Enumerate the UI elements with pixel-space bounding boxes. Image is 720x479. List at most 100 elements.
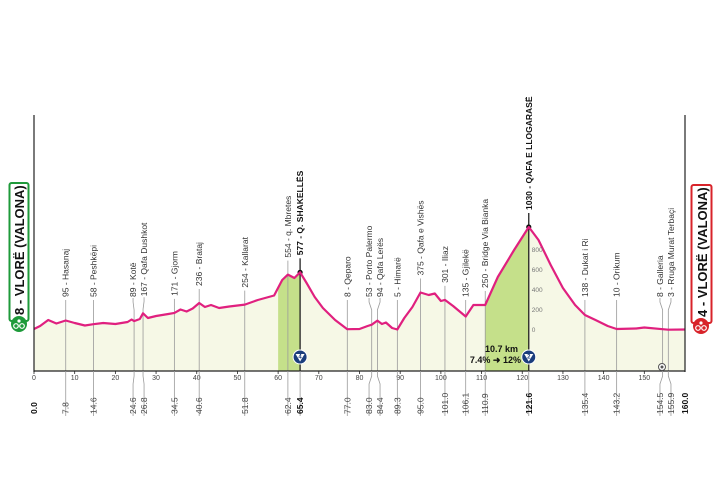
kom-category: 2: [527, 355, 531, 361]
x-tick-label: 20: [111, 375, 119, 382]
km-line: [667, 371, 672, 416]
km-label: 62.4: [283, 397, 293, 414]
location-label: 95 - Hasanaj: [61, 249, 71, 297]
bicycle-icon: [693, 318, 709, 334]
location-label: 3 - Rruga Murat Terbaçi: [666, 208, 676, 297]
km-label: 51.8: [240, 397, 250, 414]
km-label: 24.6: [128, 397, 138, 414]
km-label: 110.9: [480, 393, 490, 414]
location-label: 8 - Galleria: [655, 255, 665, 297]
location-line: [667, 298, 672, 371]
altitude-scale: 0 200 400 600 800: [532, 247, 543, 334]
location-label: 58 - Peshkëpi: [88, 245, 98, 297]
location-label: 8 - Qeparo: [342, 256, 352, 297]
km-label: 7.8: [61, 402, 71, 414]
km-label: 143.2: [612, 392, 622, 414]
km-label: 160.0: [680, 392, 690, 414]
x-tick-label: 90: [396, 375, 404, 382]
location-label: 53 - Porto Palermo: [364, 225, 374, 297]
x-tick-label: 30: [152, 375, 160, 382]
location-label: 89 - Kotë: [128, 262, 138, 297]
x-tick-label: 110: [476, 375, 487, 382]
km-label: 0.0: [29, 402, 39, 414]
altitude-tick-label: 600: [532, 267, 543, 274]
climb-segments: [278, 227, 529, 371]
km-label: 154.5: [655, 392, 665, 414]
x-tick-label: 50: [234, 375, 242, 382]
km-label: 95.0: [416, 397, 426, 414]
km-line: [142, 371, 145, 416]
x-tick-label: 120: [516, 375, 528, 382]
altitude-tick-label: 200: [532, 307, 543, 314]
x-tick-label: 0: [32, 375, 36, 382]
location-label: 301 - Iliaz: [440, 246, 450, 283]
altitude-tick-label: 800: [532, 247, 543, 254]
profile-line: [33, 225, 686, 331]
finish-box: 4 - VLORË (VALONA): [690, 184, 713, 334]
location-label: 138 - Dukat i Ri: [580, 238, 590, 297]
location-label: 577 - Q. SHAKELLËS: [295, 170, 305, 255]
altitude-tick-label: 400: [532, 287, 543, 294]
location-label: 254 - Kallarat: [240, 236, 250, 287]
location-label: 554 - q. Mbretes: [283, 196, 293, 258]
location-label: 1030 - QAFA E LLOGARASË: [524, 96, 534, 210]
km-label: 121.6: [524, 392, 534, 414]
start-box: 8 - VLORË (VALONA): [8, 182, 30, 332]
location-markers: 95 - Hasanaj 58 - Peshkëpi 89 - Kotë 167 - …: [61, 96, 676, 371]
km-label: 40.6: [194, 397, 204, 414]
km-line: [132, 371, 135, 416]
km-label: 155.9: [666, 392, 676, 414]
kom-category: 4: [298, 355, 302, 361]
mountain-icon: [524, 354, 534, 362]
location-line: [142, 297, 145, 371]
sprint-marker-icon: [658, 363, 666, 371]
location-line: [368, 298, 373, 371]
climb-segment: [278, 272, 301, 371]
location-label: 94 - Qafa Lerës: [375, 238, 385, 297]
x-tick-label: 130: [557, 375, 569, 382]
altitude-tick-label: 0: [532, 327, 536, 334]
x-tick-label: 40: [193, 375, 201, 382]
location-label: 167 - Qafa Dushkot: [139, 222, 149, 296]
location-label: 236 - Brataj: [194, 242, 204, 286]
climb-segment: [485, 227, 529, 371]
location-label: 171 - Gjorm: [169, 251, 179, 296]
km-label: 106.1: [461, 392, 471, 414]
location-label: 375 - Qafa e Vishës: [416, 201, 426, 276]
km-label: 14.6: [88, 397, 98, 414]
location-line: [132, 298, 135, 371]
km-label: 135.4: [580, 392, 590, 414]
x-tick-label: 140: [598, 375, 610, 382]
location-label: 135 - Gjilekë: [461, 249, 471, 297]
location-label: 5 - Himarë: [392, 257, 402, 297]
x-tick-label: 100: [435, 375, 447, 382]
km-label: 89.3: [392, 397, 402, 414]
km-label: 26.8: [139, 397, 149, 414]
km-label: 83.0: [364, 397, 374, 414]
km-label: 77.0: [342, 397, 352, 414]
climb-length: 10.7 km: [485, 344, 518, 354]
km-label: 65.4: [295, 397, 305, 414]
location-line: [377, 298, 381, 371]
location-line: [659, 298, 664, 371]
x-ticks: 0 10 20 30 40 50 60 70 80 90 100 110 120 130 140 150: [32, 371, 650, 382]
x-tick-label: 150: [638, 375, 650, 382]
km-label: 101.0: [440, 392, 450, 414]
x-tick-label: 10: [71, 375, 79, 382]
km-line: [659, 371, 664, 416]
x-tick-label: 70: [315, 375, 323, 382]
x-tick-label: 80: [356, 375, 364, 382]
km-line: [368, 371, 373, 416]
km-label: 34.5: [169, 397, 179, 414]
start-label: 8 - VLORË (VALONA): [12, 185, 27, 315]
km-labels: 7.8 14.6 24.6 26.8 34.5 40.6 51.8 62.4 65.4 77.0 8…: [29, 371, 690, 416]
km-line: [377, 371, 381, 416]
km-label: 84.4: [375, 397, 385, 414]
location-label: 10 - Orikum: [612, 253, 622, 297]
x-tick-label: 60: [274, 375, 282, 382]
mountain-icon: [295, 354, 305, 362]
finish-label: 4 - VLORË (VALONA): [695, 187, 710, 317]
bicycle-icon: [11, 316, 27, 332]
